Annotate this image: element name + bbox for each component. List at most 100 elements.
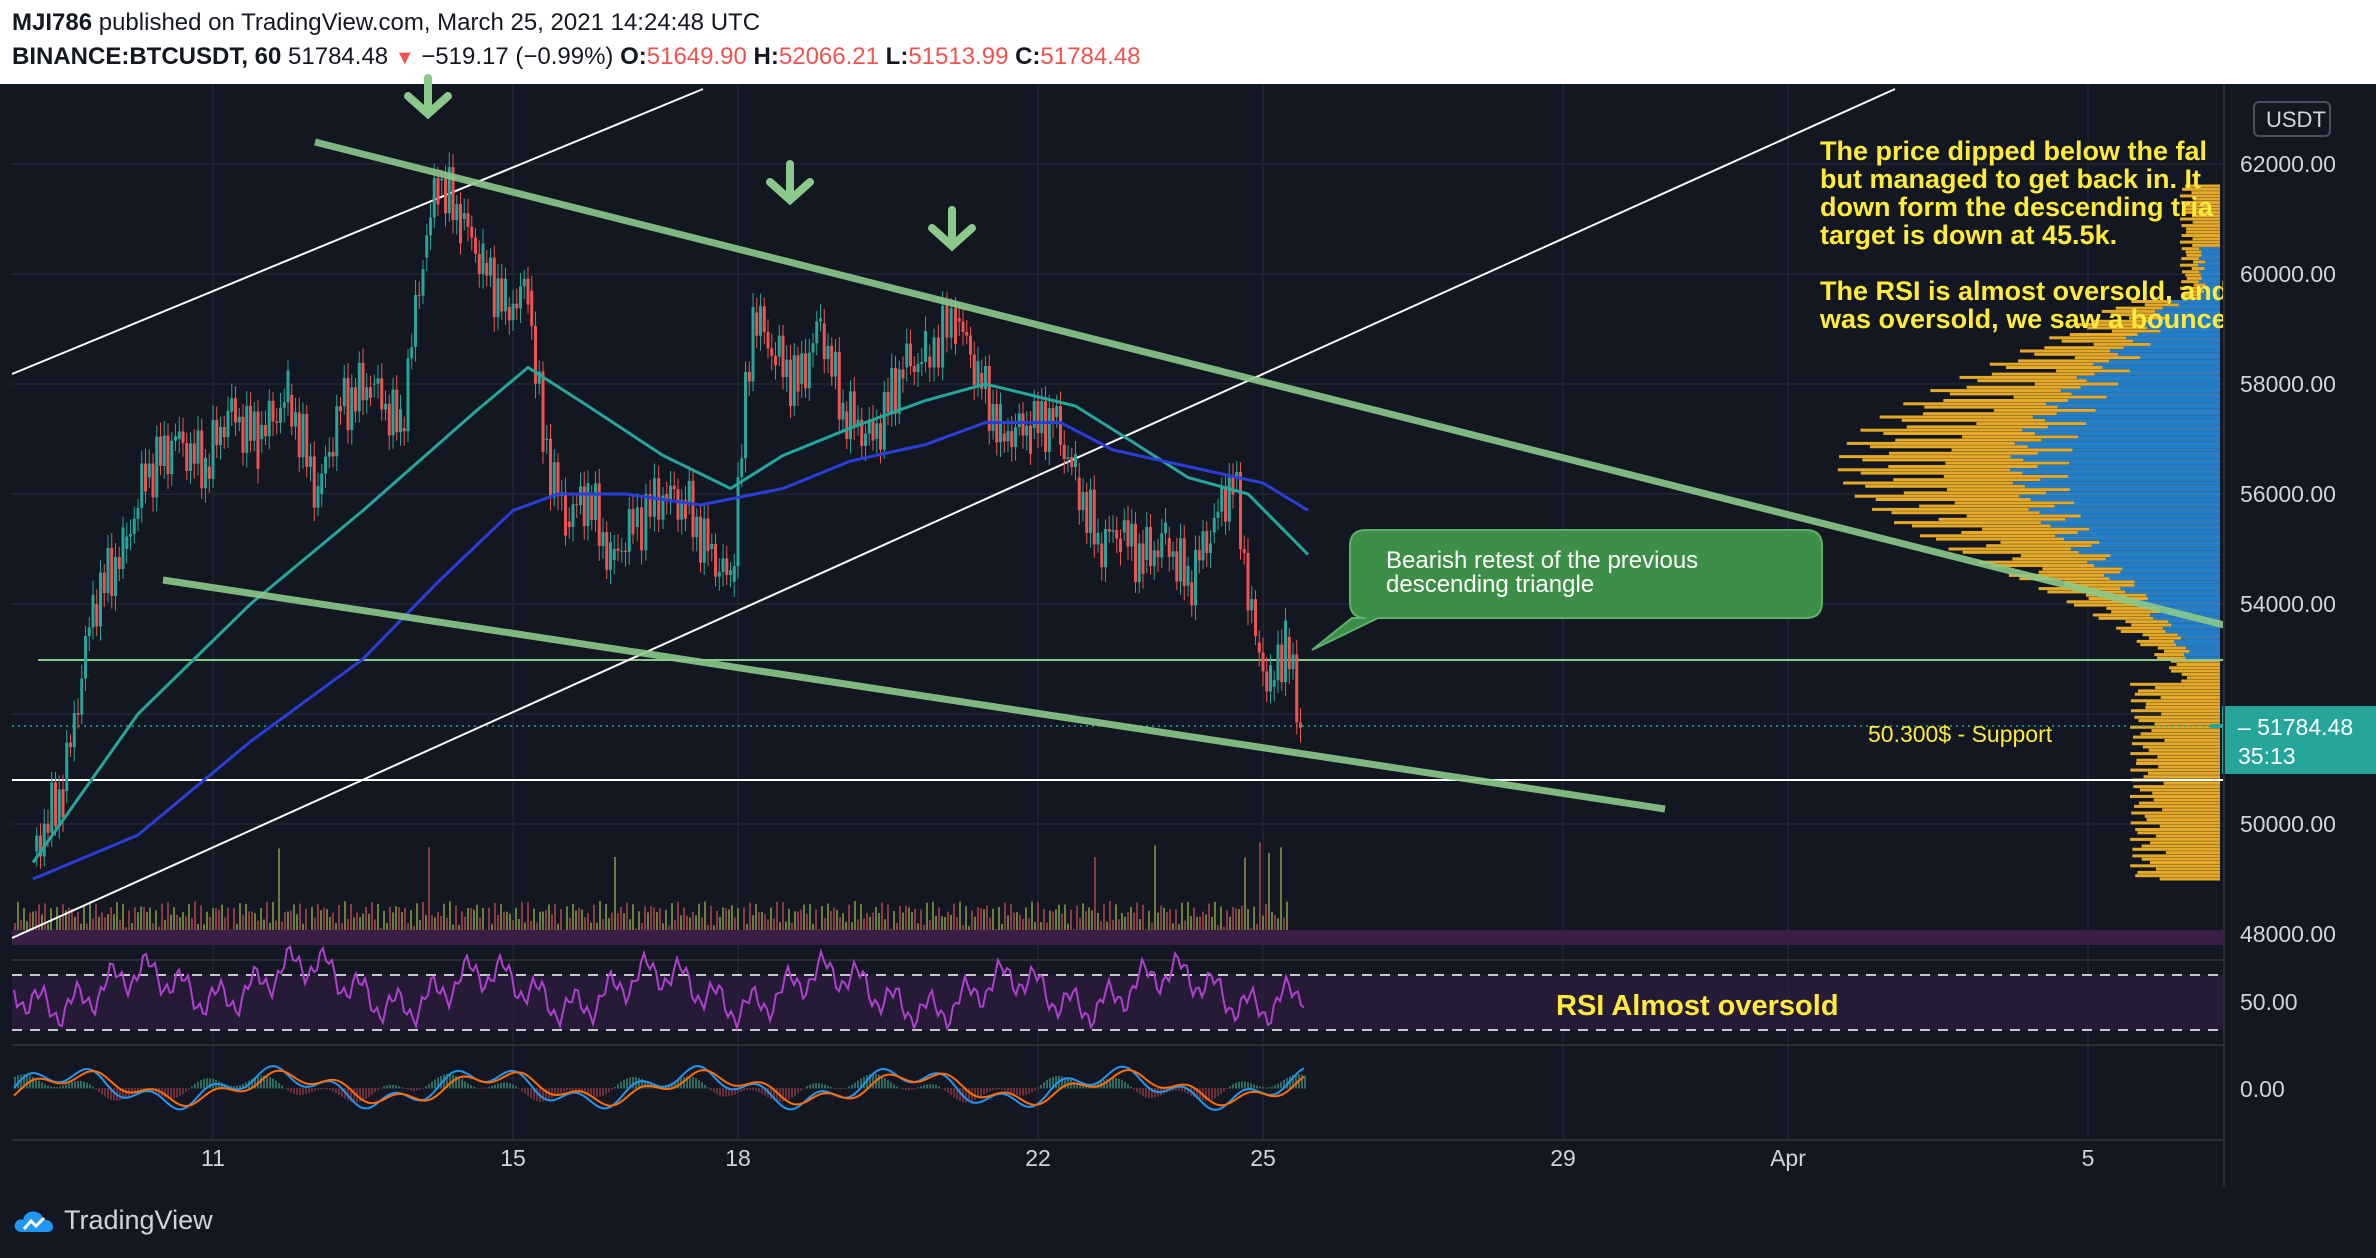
candle-body-222 (871, 419, 875, 441)
candle-263 (1029, 411, 1032, 466)
macd-histogram-bar-74 (236, 1085, 238, 1089)
volume-bar-18 (68, 907, 70, 945)
volume-bar-345 (1049, 910, 1051, 945)
candle-body-231 (905, 343, 909, 368)
volume-bar-203 (623, 913, 625, 945)
macd-histogram-bar-133 (413, 1088, 415, 1091)
macd-histogram-bar-281 (857, 1080, 859, 1089)
candle-214 (841, 388, 845, 432)
candle-body-169 (672, 485, 676, 490)
volume-profile-value-area-110 (2120, 587, 2220, 591)
candle-body-266 (1040, 401, 1044, 434)
macd-histogram-bar-0 (14, 1076, 16, 1089)
volume-bar-369 (1121, 912, 1123, 945)
volume-bar-258 (788, 908, 790, 945)
candle-238 (932, 328, 936, 382)
volume-profile-bar-5 (2150, 861, 2220, 864)
volume-bar-299 (911, 912, 913, 945)
volume-bar-311 (947, 911, 949, 945)
symbol-label[interactable]: BINANCE:BTCUSDT, 60 (12, 43, 282, 70)
price-axis-area[interactable] (2224, 84, 2376, 1186)
macd-histogram-bar-40 (134, 1088, 136, 1094)
candle-body-65 (279, 407, 282, 423)
volume-bar-160 (494, 902, 496, 945)
volume-profile-bar-10 (2141, 844, 2220, 848)
candle-66 (282, 388, 286, 423)
macd-histogram-bar-256 (782, 1088, 784, 1102)
candle-body-36 (170, 440, 174, 474)
macd-histogram-bar-356 (1082, 1085, 1084, 1089)
tradingview-logo[interactable]: TradingView (12, 1205, 213, 1236)
volume-profile-bar-50 (2161, 712, 2220, 716)
candle-body-43 (196, 430, 200, 464)
macd-histogram-bar-90 (284, 1087, 286, 1089)
candle-body-67 (286, 370, 290, 403)
candle-285 (1111, 515, 1115, 543)
candle-body-190 (751, 307, 755, 382)
candle-245 (961, 306, 965, 346)
volume-bar-247 (755, 904, 757, 945)
candle-body-129 (519, 286, 522, 309)
candle-284 (1107, 515, 1111, 543)
volume-bar-326 (992, 908, 994, 945)
candle-207 (815, 310, 819, 356)
macd-histogram-bar-426 (1292, 1074, 1294, 1089)
volume-profile-bar-6 (2141, 857, 2220, 861)
volume-profile-value-area-156 (2039, 511, 2220, 515)
macd-histogram-bar-138 (428, 1083, 430, 1089)
volume-bar-114 (356, 912, 358, 945)
candle-301 (1171, 541, 1175, 570)
volume-bar-86 (272, 901, 274, 945)
macd-histogram-bar-397 (1205, 1088, 1207, 1102)
macd-histogram-bar-100 (314, 1088, 316, 1091)
candle-194 (766, 319, 770, 359)
candle-294 (1145, 512, 1149, 574)
macd-histogram-bar-75 (239, 1084, 241, 1089)
macd-histogram-bar-7 (35, 1078, 37, 1089)
volume-profile-value-area-124 (2093, 564, 2220, 567)
macd-histogram-bar-179 (551, 1088, 553, 1099)
macd-histogram-bar-373 (1133, 1088, 1135, 1090)
candle-42 (192, 429, 196, 479)
author-name[interactable]: MJI786 (12, 9, 93, 36)
volume-bar-21 (77, 912, 79, 945)
volume-profile-value-area-166 (2019, 494, 2220, 498)
volume-bar-199 (611, 912, 613, 945)
volume-bar-211 (647, 912, 649, 945)
candle-body-258 (1010, 430, 1014, 448)
candle-315 (1224, 474, 1227, 535)
candle-92 (380, 363, 384, 421)
macd-histogram-bar-338 (1028, 1088, 1030, 1094)
volume-profile-value-area-286 (2200, 296, 2220, 300)
candle-14 (87, 616, 91, 651)
candle-242 (949, 298, 953, 350)
volume-bar-58 (188, 903, 190, 945)
volume-profile-value-area-138 (2099, 540, 2220, 544)
candle-body-185 (732, 566, 736, 582)
macd-histogram-bar-307 (935, 1085, 937, 1089)
volume-bar-201 (617, 913, 619, 945)
candle-body-294 (1145, 527, 1149, 560)
volume-bar-402 (1220, 906, 1222, 945)
candle-body-137 (549, 438, 552, 498)
candle-body-189 (747, 371, 751, 382)
candle-body-236 (924, 331, 927, 363)
macd-histogram-bar-401 (1217, 1088, 1219, 1097)
candle-body-90 (372, 383, 376, 385)
candle-body-24 (125, 536, 129, 549)
candle-321 (1246, 538, 1250, 626)
candle-29 (144, 448, 147, 504)
candle-body-273 (1066, 457, 1070, 459)
volume-bar-106 (332, 912, 334, 945)
volume-bar-189 (581, 909, 583, 945)
macd-histogram-bar-308 (938, 1086, 940, 1089)
macd-histogram-bar-104 (326, 1088, 328, 1090)
candle-218 (856, 405, 860, 436)
candle-210 (826, 333, 830, 374)
macd-histogram-bar-10 (44, 1084, 46, 1089)
macd-histogram-bar-164 (506, 1082, 508, 1089)
volume-bar-265 (809, 904, 811, 945)
volume-bar-129 (401, 912, 403, 945)
candle-229 (897, 360, 901, 425)
